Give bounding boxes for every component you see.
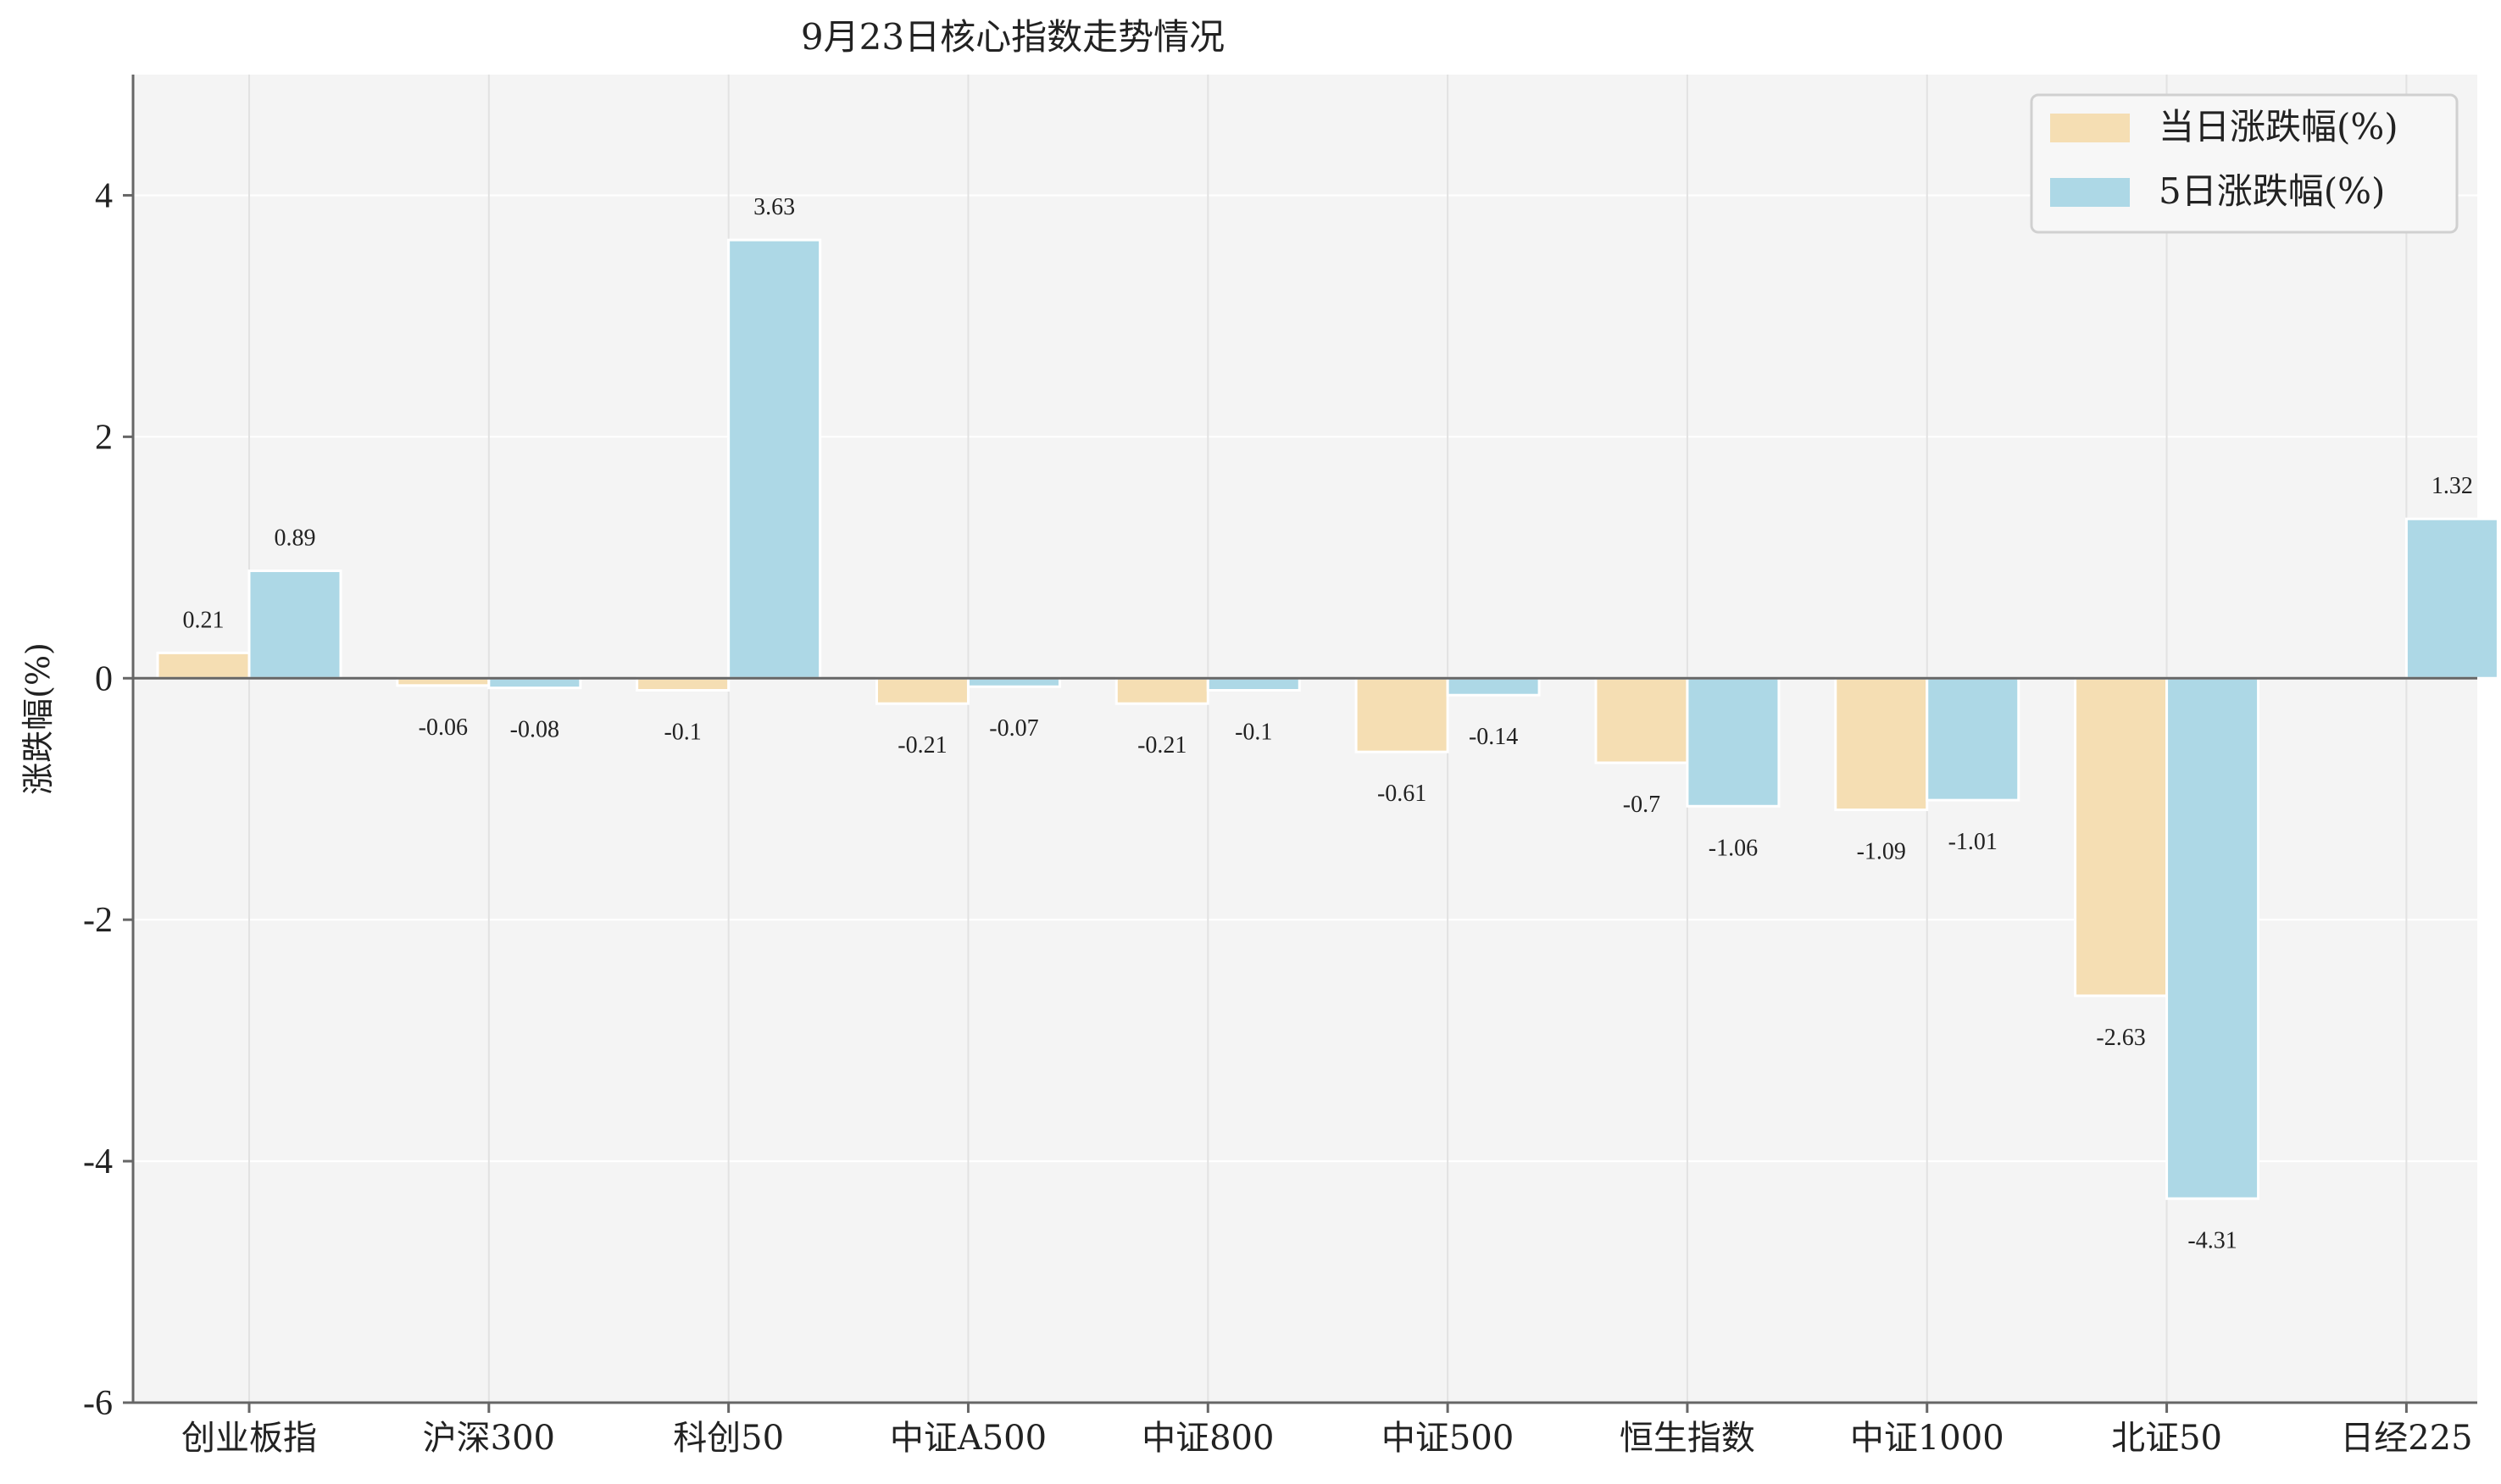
data-label: 0.21	[183, 607, 225, 633]
bar	[1446, 676, 1541, 697]
legend-swatch	[2050, 114, 2130, 142]
data-label: -0.1	[1235, 720, 1272, 746]
data-label: -4.31	[2187, 1227, 2237, 1253]
data-label: -1.06	[1709, 835, 1758, 861]
legend-swatch	[2050, 178, 2130, 207]
data-label: 3.63	[753, 194, 795, 220]
x-tick-label: 科创50	[673, 1419, 784, 1458]
bar	[1114, 676, 1209, 705]
legend-box	[2030, 93, 2459, 234]
y-tick-label: -4	[83, 1142, 113, 1181]
data-label: 1.32	[2432, 473, 2473, 499]
bar	[727, 238, 822, 680]
data-label: 0.89	[275, 525, 316, 551]
bar	[156, 651, 251, 680]
data-label: -0.06	[419, 714, 468, 741]
data-labels-layer: 0.21 -0.06 -0.1 -0.21 -0.21 -0.61 -0.7 -1.09 -2.…	[183, 194, 2473, 1253]
bar	[247, 569, 342, 680]
data-label: -0.7	[1623, 792, 1660, 818]
data-label: -0.21	[898, 732, 947, 759]
legend-label: 当日涨跌幅(%)	[2159, 106, 2398, 147]
x-tick-label: 中证1000	[1850, 1419, 2004, 1458]
y-axis-label: 涨跌幅(%)	[19, 642, 57, 795]
bar	[636, 676, 731, 692]
bar	[1686, 676, 1781, 808]
chart-title: 9月23日核心指数走势情况	[801, 16, 1225, 58]
data-label: -2.63	[2096, 1025, 2145, 1051]
y-tick-label: 0	[95, 659, 113, 698]
data-label: -0.07	[989, 715, 1038, 742]
x-tick-label: 北证50	[2111, 1419, 2222, 1458]
bar	[1926, 676, 2020, 802]
x-tick-label: 中证500	[1381, 1419, 1514, 1458]
x-tick-label: 日经225	[2340, 1419, 2472, 1458]
y-tick-label: 4	[95, 176, 113, 215]
data-label: -1.09	[1857, 839, 1906, 865]
y-tick-label: -2	[83, 901, 113, 940]
bar	[2404, 517, 2499, 680]
legend-label: 5日涨跌幅(%)	[2159, 170, 2385, 212]
x-tick-label: 中证800	[1142, 1419, 1274, 1458]
bar	[2074, 676, 2169, 998]
x-tick-label: 沪深300	[423, 1419, 555, 1458]
data-label: -0.61	[1377, 781, 1426, 807]
y-tick-label: -6	[83, 1384, 113, 1423]
bar	[1594, 676, 1689, 764]
data-label: -1.01	[1948, 829, 1998, 855]
bar	[875, 676, 970, 705]
bar	[1354, 676, 1449, 753]
bar	[1206, 676, 1301, 692]
axes-layer: -6 -4 -2 0 2 4 创业板指 沪深300 科创50 中证A500 中证800 中证500 恒生…	[83, 75, 2477, 1458]
data-label: -0.08	[510, 717, 559, 743]
bar	[2165, 676, 2260, 1200]
data-label: -0.21	[1137, 732, 1187, 759]
x-tick-label: 恒生指数	[1620, 1419, 1755, 1458]
data-label: -0.14	[1469, 724, 1518, 750]
legend: 当日涨跌幅(%) 5日涨跌幅(%)	[2030, 93, 2459, 234]
bar	[487, 676, 582, 690]
bar	[1834, 676, 1929, 812]
data-label: -0.1	[664, 720, 701, 746]
x-tick-label: 创业板指	[181, 1419, 317, 1458]
y-tick-label: 2	[95, 418, 113, 457]
x-tick-label: 中证A500	[890, 1419, 1047, 1458]
